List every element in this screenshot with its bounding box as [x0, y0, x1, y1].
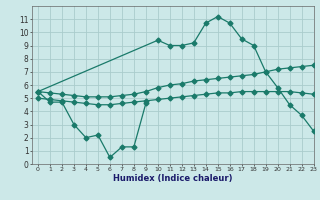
- X-axis label: Humidex (Indice chaleur): Humidex (Indice chaleur): [113, 174, 233, 183]
